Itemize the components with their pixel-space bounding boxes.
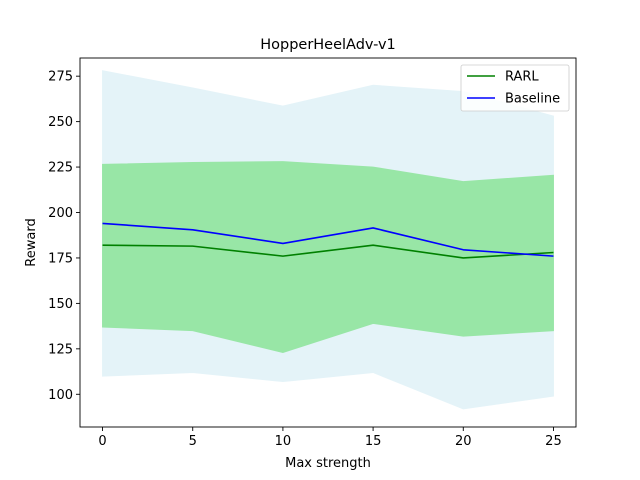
confidence-bands bbox=[102, 70, 554, 410]
y-tick-label: 125 bbox=[48, 342, 73, 357]
x-tick-label: 10 bbox=[275, 434, 292, 449]
plot-area bbox=[102, 70, 554, 410]
y-axis-label: Reward bbox=[24, 218, 39, 266]
plot-frame bbox=[79, 57, 577, 428]
y-tick-label: 200 bbox=[48, 206, 73, 221]
line-baseline bbox=[102, 222, 554, 257]
series-lines bbox=[102, 222, 554, 259]
y-tick-label: 150 bbox=[48, 297, 73, 312]
legend-label-rarl: RARL bbox=[505, 70, 539, 85]
x-tick-label: 0 bbox=[98, 434, 106, 449]
x-tick-label: 15 bbox=[365, 434, 382, 449]
y-tick-label: 250 bbox=[48, 115, 73, 130]
x-axis-ticks: 0 5 10 15 20 25 bbox=[98, 427, 562, 449]
y-axis-ticks: 100 125 150 175 200 225 250 275 bbox=[48, 70, 80, 403]
x-tick-label: 20 bbox=[455, 434, 472, 449]
x-tick-label: 25 bbox=[545, 434, 562, 449]
y-tick-label: 225 bbox=[48, 161, 73, 176]
y-tick-label: 275 bbox=[48, 70, 73, 85]
y-tick-label: 100 bbox=[48, 388, 73, 403]
chart-title: HopperHeelAdv-v1 bbox=[260, 37, 396, 53]
legend: RARL Baseline bbox=[460, 64, 570, 112]
legend-label-baseline: Baseline bbox=[505, 92, 560, 107]
x-tick-label: 5 bbox=[189, 434, 197, 449]
line-rarl bbox=[102, 244, 554, 259]
x-axis-label: Max strength bbox=[285, 456, 371, 471]
band-rarl bbox=[102, 161, 554, 353]
y-tick-label: 175 bbox=[48, 251, 73, 266]
